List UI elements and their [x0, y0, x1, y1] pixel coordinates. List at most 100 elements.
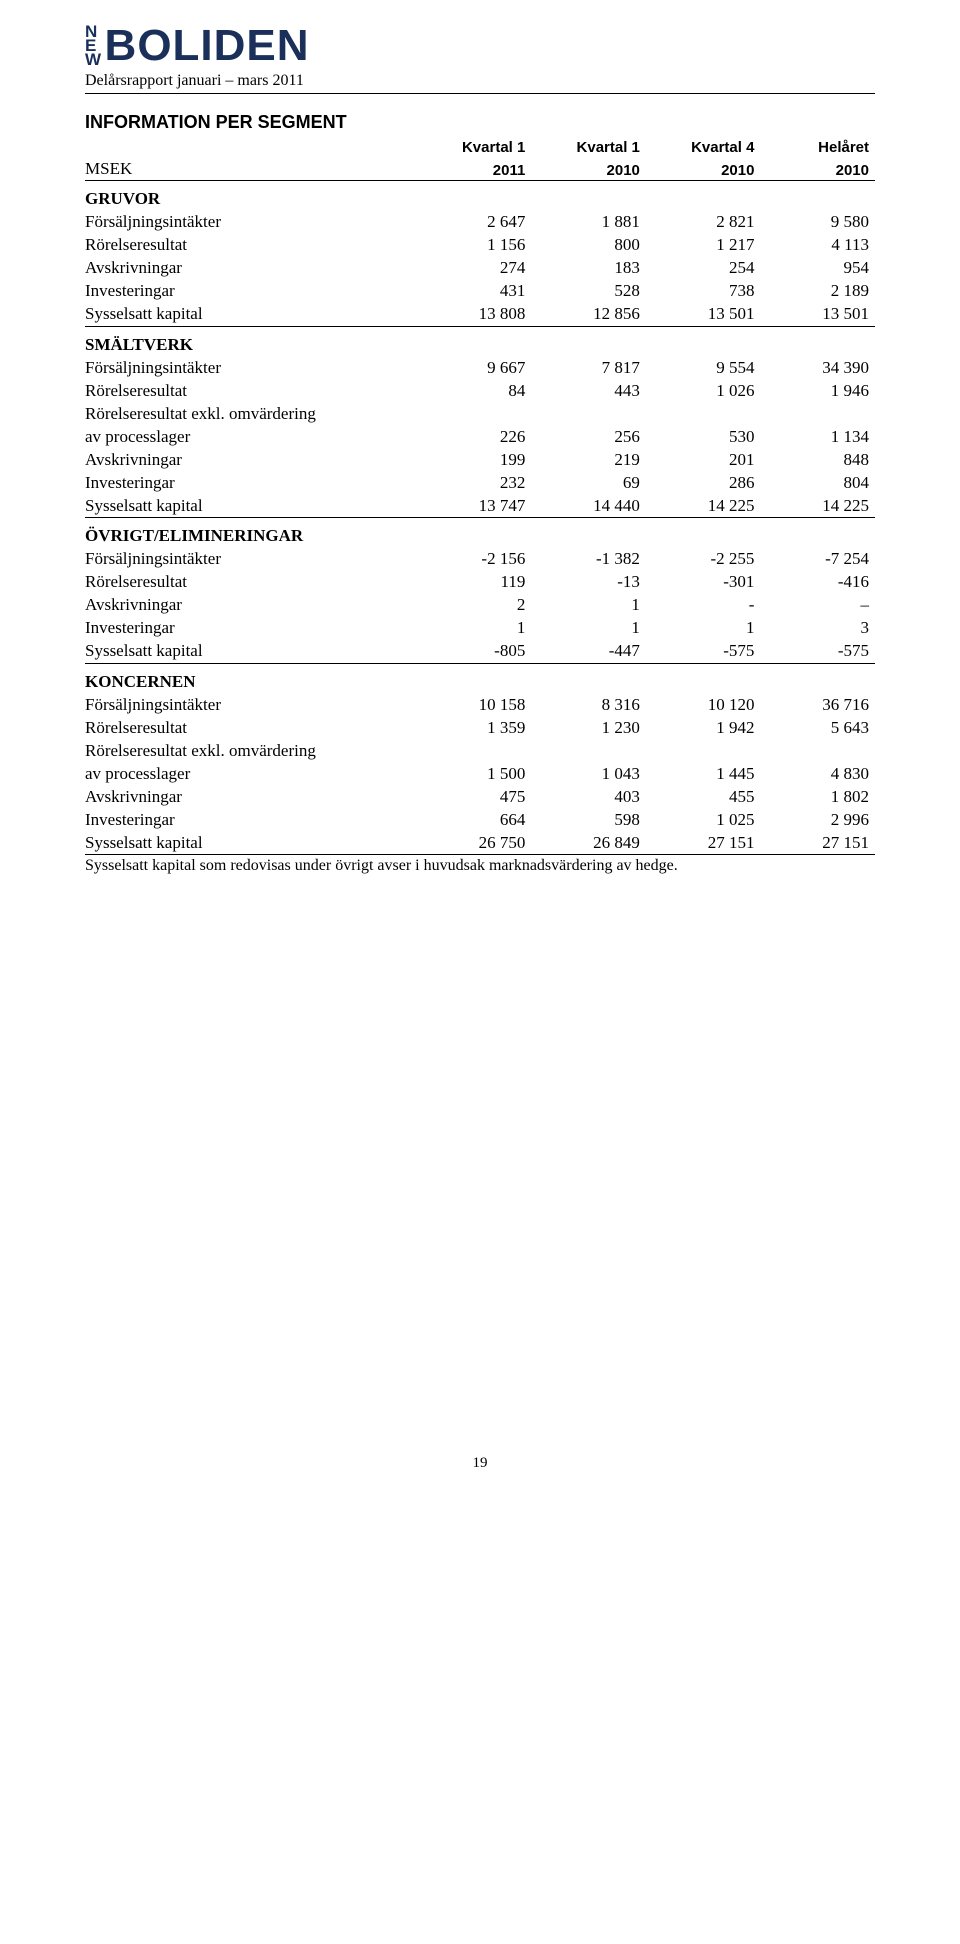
cell-value: 9 580	[760, 211, 875, 234]
cell-empty	[646, 402, 761, 425]
cell-value: 14 225	[760, 494, 875, 518]
cell-value: -575	[760, 640, 875, 664]
cell-value: 1 230	[531, 716, 646, 739]
row-label: av processlager	[85, 762, 417, 785]
table-row: Rörelseresultat844431 0261 946	[85, 379, 875, 402]
cell-value: -805	[417, 640, 532, 664]
cell-value: 13 747	[417, 494, 532, 518]
table-row: Sysselsatt kapital26 75026 84927 15127 1…	[85, 831, 875, 855]
row-label: Sysselsatt kapital	[85, 640, 417, 664]
table-row: av processlager2262565301 134	[85, 425, 875, 448]
header-blank	[85, 137, 417, 157]
section-header: SMÄLTVERK	[85, 326, 875, 356]
cell-value: -	[646, 594, 761, 617]
table-body: GRUVORFörsäljningsintäkter2 6471 8812 82…	[85, 181, 875, 855]
row-label: Rörelseresultat	[85, 716, 417, 739]
cell-value: 1 026	[646, 379, 761, 402]
cell-value: 1	[531, 617, 646, 640]
cell-value: 1 445	[646, 762, 761, 785]
table-header: Kvartal 1 Kvartal 1 Kvartal 4 Helåret MS…	[85, 137, 875, 181]
cell-value: 443	[531, 379, 646, 402]
cell-value: 800	[531, 234, 646, 257]
cell-value: 1 217	[646, 234, 761, 257]
cell-value: 1 942	[646, 716, 761, 739]
cell-value: 475	[417, 785, 532, 808]
cell-empty	[646, 739, 761, 762]
cell-value: 528	[531, 280, 646, 303]
cell-value: 219	[531, 448, 646, 471]
cell-value: 7 817	[531, 356, 646, 379]
cell-value: 738	[646, 280, 761, 303]
table-row: Försäljningsintäkter9 6677 8179 55434 39…	[85, 356, 875, 379]
table-row: Sysselsatt kapital13 74714 44014 22514 2…	[85, 494, 875, 518]
cell-value: 256	[531, 425, 646, 448]
row-label: Försäljningsintäkter	[85, 693, 417, 716]
cell-value: 664	[417, 808, 532, 831]
header-y-2010c: 2010	[760, 157, 875, 181]
cell-value: 455	[646, 785, 761, 808]
cell-value: -447	[531, 640, 646, 664]
cell-value: 1	[417, 617, 532, 640]
row-label: Försäljningsintäkter	[85, 211, 417, 234]
table-row: Rörelseresultat exkl. omvärdering	[85, 739, 875, 762]
cell-value: 1 156	[417, 234, 532, 257]
table-row: Investeringar23269286804	[85, 471, 875, 494]
cell-value: -416	[760, 571, 875, 594]
segment-table: Kvartal 1 Kvartal 1 Kvartal 4 Helåret MS…	[85, 137, 875, 855]
section-header: KONCERNEN	[85, 663, 875, 693]
table-row: Investeringar4315287382 189	[85, 280, 875, 303]
row-label: Investeringar	[85, 617, 417, 640]
table-row: Rörelseresultat1 1568001 2174 113	[85, 234, 875, 257]
logo-brand: BOLIDEN	[105, 24, 310, 68]
cell-empty	[531, 402, 646, 425]
cell-value: 8 316	[531, 693, 646, 716]
cell-value: 3	[760, 617, 875, 640]
table-row: Avskrivningar199219201848	[85, 448, 875, 471]
header-unit: MSEK	[85, 157, 417, 181]
row-label: av processlager	[85, 425, 417, 448]
table-row: Rörelseresultat1 3591 2301 9425 643	[85, 716, 875, 739]
row-label: Rörelseresultat	[85, 571, 417, 594]
cell-value: -7 254	[760, 548, 875, 571]
cell-value: 9 554	[646, 356, 761, 379]
header-q1-2011: Kvartal 1	[417, 137, 532, 157]
cell-value: 36 716	[760, 693, 875, 716]
cell-value: 1	[531, 594, 646, 617]
cell-value: 10 158	[417, 693, 532, 716]
logo: N E W BOLIDEN	[85, 24, 875, 68]
cell-value: 84	[417, 379, 532, 402]
table-row: Avskrivningar274183254954	[85, 257, 875, 280]
cell-value: 14 225	[646, 494, 761, 518]
cell-empty	[417, 739, 532, 762]
row-label: Investeringar	[85, 280, 417, 303]
page-number: 19	[85, 1455, 875, 1472]
cell-empty	[531, 739, 646, 762]
cell-value: -13	[531, 571, 646, 594]
cell-value: 27 151	[646, 831, 761, 855]
row-label: Investeringar	[85, 471, 417, 494]
logo-letter-w: W	[85, 53, 101, 67]
cell-value: 1 043	[531, 762, 646, 785]
row-label: Sysselsatt kapital	[85, 831, 417, 855]
cell-value: 286	[646, 471, 761, 494]
cell-value: 14 440	[531, 494, 646, 518]
row-label: Avskrivningar	[85, 448, 417, 471]
cell-value: 9 667	[417, 356, 532, 379]
cell-value: 13 501	[646, 303, 761, 327]
cell-value: 226	[417, 425, 532, 448]
cell-value: 530	[646, 425, 761, 448]
cell-value: 232	[417, 471, 532, 494]
row-label: Investeringar	[85, 808, 417, 831]
table-row: Rörelseresultat119-13-301-416	[85, 571, 875, 594]
cell-value: -575	[646, 640, 761, 664]
cell-value: 403	[531, 785, 646, 808]
cell-value: 201	[646, 448, 761, 471]
header-y-2010b: 2010	[646, 157, 761, 181]
cell-value: 26 750	[417, 831, 532, 855]
cell-value: 26 849	[531, 831, 646, 855]
table-row: Investeringar1113	[85, 617, 875, 640]
cell-value: 1	[646, 617, 761, 640]
footnote: Sysselsatt kapital som redovisas under ö…	[85, 857, 875, 875]
cell-value: -301	[646, 571, 761, 594]
row-label: Avskrivningar	[85, 257, 417, 280]
